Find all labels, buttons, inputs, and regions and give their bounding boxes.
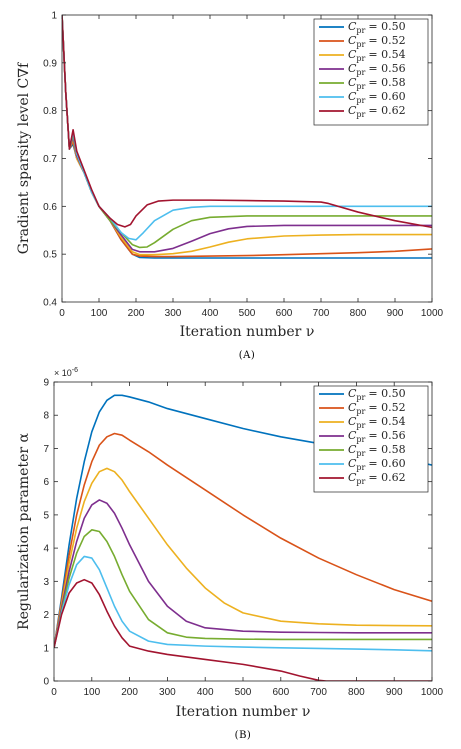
y-exponent-base: × 10 <box>54 368 72 378</box>
x-tick-label: 400 <box>202 308 219 319</box>
legend-box <box>313 18 429 126</box>
legend-value-6: = 0.62 <box>368 471 405 484</box>
panel-caption: (A) <box>239 350 256 361</box>
series-line-3 <box>54 499 432 648</box>
legend-value-0: = 0.50 <box>368 387 405 400</box>
plot-lines <box>54 394 432 681</box>
chart-panel-b: 0 100 200 300 400 500 600 700 800 900 1000 0 1 2 3 4 5 6 7… <box>16 367 444 741</box>
y-tick-label: 0 <box>43 677 49 688</box>
series-line-6 <box>54 578 432 681</box>
x-tick-label: 600 <box>276 308 293 319</box>
x-axis-label: Iteration number ν <box>176 704 311 720</box>
y-tick-label: 7 <box>43 444 49 455</box>
x-tick-label: 200 <box>128 308 145 319</box>
x-tick-label: 700 <box>310 687 327 698</box>
legend-value-1: = 0.52 <box>368 401 405 414</box>
x-tick-label: 700 <box>313 308 330 319</box>
y-tick-label: 1 <box>43 643 49 654</box>
series-line-2 <box>54 467 432 648</box>
y-tick-label: 1 <box>51 11 57 22</box>
x-tick-label: 800 <box>348 687 365 698</box>
legend-value-4: = 0.58 <box>368 443 405 456</box>
y-tick-label: 2 <box>43 610 49 621</box>
x-axis-label: Iteration number ν <box>180 324 315 340</box>
y-tick-label: 0.8 <box>43 106 57 117</box>
x-tick-label: 600 <box>272 687 289 698</box>
legend-label-5: Cpr = 0.60 <box>348 90 406 105</box>
legend-label-6: Cpr = 0.62 <box>348 471 406 486</box>
series-line-0 <box>54 394 432 648</box>
plot-lines <box>62 15 432 259</box>
legend-label-4: Cpr = 0.58 <box>348 443 406 458</box>
legend-value-5: = 0.60 <box>368 90 405 103</box>
legend-value-2: = 0.54 <box>368 415 405 428</box>
legend-label-0: Cpr = 0.50 <box>348 387 406 402</box>
legend-label-2: Cpr = 0.54 <box>348 48 406 63</box>
y-tick-label: 0.4 <box>43 298 57 309</box>
y-tick-label: 4 <box>43 544 49 555</box>
y-tick-label: 0.5 <box>43 250 57 261</box>
legend-value-1: = 0.52 <box>368 34 405 47</box>
y-tick-label: 8 <box>43 411 49 422</box>
x-tick-label: 1000 <box>421 687 444 698</box>
legend-box <box>313 385 429 493</box>
legend-value-0: = 0.50 <box>368 20 405 33</box>
series-line-1 <box>54 432 432 648</box>
y-tick-label: 0.9 <box>43 58 57 69</box>
legend-value-3: = 0.56 <box>368 62 405 75</box>
y-axis-label: Regularization parameter α <box>16 432 32 629</box>
y-axis-exponent: × 10-6 <box>54 367 78 378</box>
legend-label-3: Cpr = 0.56 <box>348 429 406 444</box>
legend-value-3: = 0.56 <box>368 429 405 442</box>
legend-label-6: Cpr = 0.62 <box>348 104 406 119</box>
legend-label-5: Cpr = 0.60 <box>348 457 406 472</box>
y-exponent-power: -6 <box>72 367 78 374</box>
chart-panel-a: 0 100 200 300 400 500 600 700 800 900 1000 0.4 0.5 0.… <box>16 11 444 362</box>
x-tick-label: 100 <box>83 687 100 698</box>
series-line-5 <box>54 555 432 652</box>
x-tick-label: 400 <box>197 687 214 698</box>
y-tick-label: 3 <box>43 577 49 588</box>
x-tick-label: 900 <box>386 687 403 698</box>
x-tick-label: 500 <box>235 687 252 698</box>
x-tick-label: 300 <box>159 687 176 698</box>
x-tick-label: 800 <box>350 308 367 319</box>
legend-label-1: Cpr = 0.52 <box>348 34 406 49</box>
y-tick-label: 9 <box>43 378 49 389</box>
y-tick-label: 0.7 <box>43 154 57 165</box>
y-tick-label: 0.6 <box>43 202 57 213</box>
x-tick-label: 300 <box>165 308 182 319</box>
legend-label-0: Cpr = 0.50 <box>348 20 406 35</box>
legend-value-5: = 0.60 <box>368 457 405 470</box>
y-axis-label: Gradient sparsity level C∇f <box>16 61 32 254</box>
legend-label-3: Cpr = 0.56 <box>348 62 406 77</box>
legend-label-2: Cpr = 0.54 <box>348 415 406 430</box>
y-tick-label: 6 <box>43 477 49 488</box>
x-tick-label: 100 <box>91 308 108 319</box>
series-line-4 <box>54 529 432 648</box>
legend-label-1: Cpr = 0.52 <box>348 401 406 416</box>
x-tick-label: 0 <box>51 687 57 698</box>
panel-caption: (B) <box>235 730 252 741</box>
legend-value-2: = 0.54 <box>368 48 405 61</box>
x-tick-label: 500 <box>239 308 256 319</box>
x-tick-label: 1000 <box>421 308 444 319</box>
legend-value-4: = 0.58 <box>368 76 405 89</box>
x-tick-label: 200 <box>121 687 138 698</box>
legend-value-6: = 0.62 <box>368 104 405 117</box>
y-tick-label: 5 <box>43 510 49 521</box>
series-line-6 <box>62 15 432 229</box>
x-tick-label: 900 <box>387 308 404 319</box>
x-tick-label: 0 <box>59 308 65 319</box>
legend-label-4: Cpr = 0.58 <box>348 76 406 91</box>
